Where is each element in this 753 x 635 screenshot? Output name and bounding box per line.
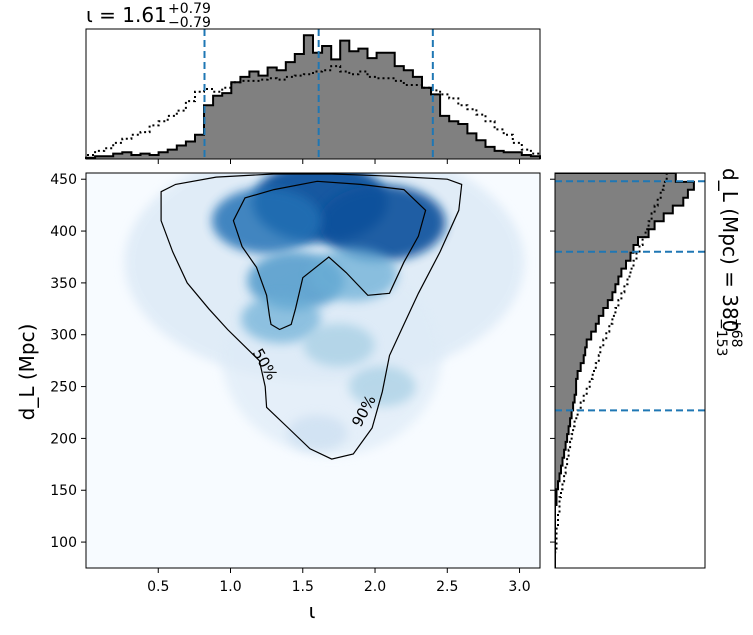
y-tick-label: 150 <box>50 483 77 499</box>
right-frame <box>554 172 706 569</box>
y-axis-label: d_L (Mpc) <box>15 324 39 421</box>
contour-50 <box>232 180 427 331</box>
joint-density-panel: 50%90%0.5 1.0 1.5 2.0 2.5 3.01001502002503003… <box>50 159 555 595</box>
right-title-superscript: +68 <box>728 318 744 348</box>
x-tick-label: 2.5 <box>436 579 458 595</box>
top-posterior-step <box>85 34 541 159</box>
y-tick-label: 450 <box>50 172 77 188</box>
right-marginal-panel <box>554 172 706 569</box>
y-tick-label: 350 <box>50 276 77 292</box>
x-tick-label: 3.0 <box>508 579 530 595</box>
x-tick-label: 2.0 <box>364 579 386 595</box>
joint-frame <box>85 172 541 569</box>
right-posterior-step <box>555 173 695 568</box>
right-title-subscript: −153 <box>713 318 729 356</box>
density-peak <box>303 323 375 367</box>
density-peak <box>348 366 416 407</box>
y-tick-label: 400 <box>50 224 77 240</box>
right-posterior-fill <box>555 173 694 568</box>
density-peak <box>309 248 398 302</box>
density-heatmap <box>124 173 525 456</box>
top-title-subscript: −0.79 <box>168 15 211 31</box>
right-hist-group <box>555 173 695 568</box>
x-tick-label: 1.5 <box>292 579 314 595</box>
top-frame <box>85 28 541 160</box>
y-tick-label: 200 <box>50 431 77 447</box>
y-tick-label: 300 <box>50 328 77 344</box>
density-peak <box>287 415 348 452</box>
top-posterior-fill <box>86 35 540 160</box>
top-title: ι = 1.61 <box>86 3 167 27</box>
top-title-superscript: +0.79 <box>168 1 211 17</box>
y-tick-label: 250 <box>50 380 77 396</box>
right-title: d_L (Mpc) = 380 <box>718 168 742 332</box>
contour-90 <box>160 173 463 460</box>
x-tick-label: 0.5 <box>147 579 169 595</box>
top-marginal-panel <box>85 28 541 160</box>
y-tick-label: 100 <box>50 535 77 551</box>
density-peak <box>319 184 446 261</box>
density-peak <box>241 295 321 344</box>
x-tick-label: 1.0 <box>219 579 241 595</box>
density-peak <box>211 187 322 254</box>
x-axis-label: ι <box>309 599 316 623</box>
